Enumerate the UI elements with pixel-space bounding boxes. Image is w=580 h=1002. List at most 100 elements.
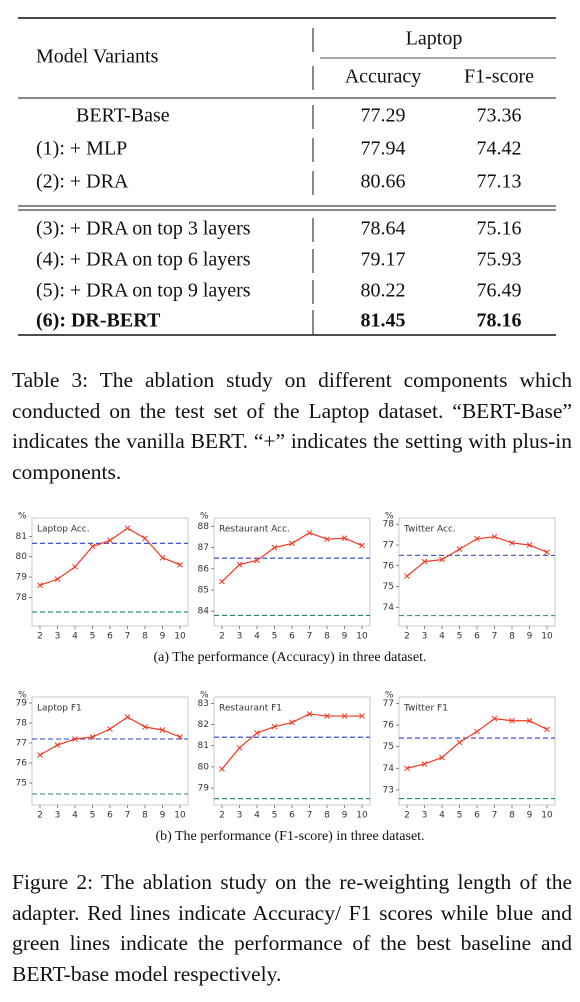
data-point [177,562,183,568]
x-tick-label: 7 [125,632,131,642]
table-cell: 80.66 [361,171,406,193]
table-caption: Table 3: The ablation study on different… [12,368,572,484]
table-cell: 74.42 [477,138,522,160]
y-tick-label: 73 [383,785,394,795]
data-point [72,736,78,742]
x-tick-label: 3 [55,811,61,821]
data-point [236,744,243,751]
data-point [89,734,96,740]
data-point [124,714,131,720]
x-tick-label: 6 [289,632,295,642]
x-tick-label: 9 [527,632,533,642]
x-tick-label: 3 [55,632,61,642]
data-point [289,719,295,726]
x-tick-label: 10 [541,632,553,642]
table-cell: (5): + DRA on top 9 layers [36,280,251,302]
table-cell: 77.13 [477,171,522,193]
x-tick-label: 8 [142,811,148,821]
x-tick-label: 7 [307,632,313,642]
data-point [54,576,61,582]
data-point [491,533,498,540]
y-tick-label: 74 [383,603,395,613]
x-tick-label: 4 [72,811,78,821]
y-tick-label: 77 [383,699,394,709]
y-tick-label: 75 [16,779,27,789]
y-tick-label: 80 [198,762,210,772]
data-point [254,730,260,736]
data-point [474,728,480,735]
data-point [526,717,533,724]
data-point [491,715,498,722]
y-tick-label: 75 [383,742,394,752]
x-tick-label: 5 [457,632,463,642]
data-point [544,726,550,733]
data-line [406,536,548,577]
data-point [219,578,225,585]
data-point [324,536,330,543]
y-tick-label: 88 [198,522,210,532]
x-tick-label: 9 [342,811,348,821]
table-cell: 77.94 [361,138,406,160]
data-point [142,724,148,730]
x-tick-label: 7 [125,811,131,821]
chart-title: Twitter F1 [403,704,448,714]
y-tick-label: 78 [16,593,28,603]
table-cell: (1): + MLP [36,138,127,160]
chart-title: Restaurant Acc. [219,525,290,535]
y-tick-label: 76 [383,561,395,571]
y-tick-label: 81 [198,741,209,751]
x-tick-label: 7 [307,811,313,821]
data-point [421,761,428,767]
data-point [89,543,96,550]
data-line [39,527,181,586]
figure-caption: Figure 2: The ablation study on the re-w… [12,870,572,986]
x-tick-label: 8 [324,632,330,642]
data-point [72,564,78,570]
data-point [142,535,148,542]
y-tick-label: 85 [198,586,209,596]
x-tick-label: 10 [541,811,553,821]
table-cell: (3): + DRA on top 3 layers [36,218,251,240]
x-tick-label: 6 [107,811,113,821]
x-tick-label: 8 [142,632,148,642]
x-tick-label: 2 [404,811,410,821]
y-tick-label: 74 [383,764,395,774]
x-tick-label: 2 [219,811,225,821]
header-cell: Laptop [406,28,463,50]
x-tick-label: 9 [160,632,166,642]
table-cell: 76.49 [477,280,522,302]
data-point [271,723,278,730]
x-tick-label: 6 [474,811,480,821]
table-cell: (6): DR-BERT [36,310,161,332]
y-tick-label: 78 [383,520,395,530]
data-line [406,717,548,769]
y-tick-label: 80 [16,552,28,562]
x-tick-label: 7 [492,811,498,821]
data-point [107,537,113,544]
subcaption: (b) The performance (F1-score) in three … [155,829,425,844]
header-cell: Model Variants [36,46,159,68]
data-point [324,713,330,719]
chart-title: Restaurant F1 [219,704,282,714]
data-point [124,525,131,532]
x-tick-label: 4 [72,632,78,642]
header-cell: F1-score [464,66,534,88]
x-tick-label: 5 [457,811,463,821]
y-tick-label: 79 [16,573,28,583]
x-tick-label: 5 [90,811,96,821]
data-point [271,544,278,551]
data-point [421,558,428,565]
x-tick-label: 9 [342,632,348,642]
chart-title: Laptop F1 [37,704,82,714]
data-point [254,557,260,564]
y-tick-label: 81 [16,532,27,542]
data-point [159,727,166,733]
data-point [219,766,225,772]
data-point [37,752,43,758]
x-tick-label: 10 [174,811,186,821]
data-point [404,573,410,580]
table-cell: 80.22 [361,280,406,302]
table-cell: BERT-Base [76,105,170,127]
